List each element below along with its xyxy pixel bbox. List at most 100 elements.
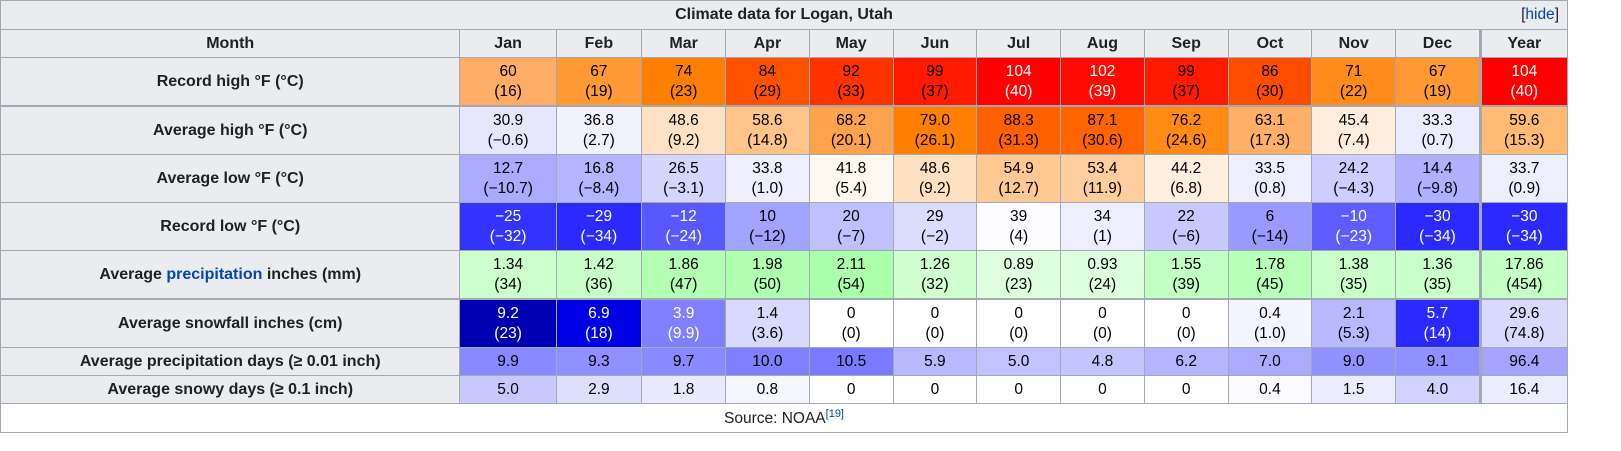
cell-value-metric: (17.3) bbox=[1249, 131, 1291, 149]
cell-value-metric: (9.2) bbox=[918, 179, 951, 197]
average-low-jan-cell: 12.7 (−10.7) bbox=[459, 154, 557, 203]
cell-value: 20 bbox=[842, 207, 860, 225]
record-high-mar-cell: 74 (23) bbox=[640, 57, 727, 107]
cell-value-metric: (30.6) bbox=[1082, 131, 1123, 149]
hide-toggle: [hide] bbox=[1521, 6, 1559, 23]
source-text: Source: NOAA bbox=[723, 410, 826, 428]
cell-value: 1.4 bbox=[756, 304, 779, 322]
average-high-feb-cell: 36.8 (2.7) bbox=[555, 105, 643, 155]
cell-value-metric: (30) bbox=[1256, 82, 1284, 100]
cell-value: 30.9 bbox=[493, 111, 524, 129]
month-column-header: Month bbox=[0, 29, 461, 58]
label-suffix: inches (mm) bbox=[262, 265, 362, 283]
month-header-jun: Jun bbox=[892, 29, 978, 58]
cell-value: −12 bbox=[670, 207, 697, 225]
cell-value-metric: (24) bbox=[1088, 275, 1117, 293]
cell-value: 86 bbox=[1261, 62, 1279, 80]
cell-value: 76.2 bbox=[1171, 111, 1202, 129]
average-precipitation-jul-cell: 0.89 (23) bbox=[976, 250, 1062, 300]
average-snowfall-year-cell: 29.6 (74.8) bbox=[1478, 298, 1569, 348]
cell-value-metric: (0.7) bbox=[1421, 131, 1454, 149]
cell-value-metric: (47) bbox=[669, 275, 698, 293]
cell-value: −30 bbox=[1424, 207, 1451, 225]
cell-value-metric: (−7) bbox=[837, 227, 866, 245]
average-high-mar-cell: 48.6 (9.2) bbox=[640, 105, 727, 155]
cell-value: −25 bbox=[494, 207, 522, 225]
record-low-oct-cell: 6 (−14) bbox=[1227, 202, 1313, 251]
average-snowy-days-oct-cell: 0.4 bbox=[1227, 375, 1313, 404]
average-snowy-days-mar-cell: 1.8 bbox=[640, 375, 727, 404]
cell-value-metric: (39) bbox=[1172, 275, 1200, 293]
cell-value-metric: (1.0) bbox=[751, 179, 784, 197]
cell-value: 1.34 bbox=[493, 255, 524, 273]
cell-value: 29 bbox=[926, 207, 944, 225]
average-high-jun-cell: 79.0 (26.1) bbox=[892, 105, 978, 155]
month-header-oct: Oct bbox=[1227, 29, 1313, 58]
record-high-apr-cell: 84 (29) bbox=[725, 57, 810, 107]
average-precipitation-days-nov-cell: 9.0 bbox=[1311, 347, 1397, 376]
average-low-sep-cell: 44.2 (6.8) bbox=[1143, 154, 1229, 203]
cell-value-metric: (22) bbox=[1339, 82, 1368, 100]
cell-value: 1.36 bbox=[1422, 255, 1453, 273]
average-high-may-cell: 68.2 (20.1) bbox=[808, 105, 894, 155]
average-snowfall-label: Average snowfall inches (cm) bbox=[0, 298, 461, 348]
cell-value-metric: (4) bbox=[1009, 227, 1029, 245]
cell-value: 17.86 bbox=[1504, 255, 1544, 273]
cell-value: 0 bbox=[1014, 304, 1023, 322]
average-precipitation-jan-cell: 1.34 (34) bbox=[459, 250, 557, 300]
cell-value: 33.7 bbox=[1509, 159, 1540, 177]
cell-value: 2.9 bbox=[588, 380, 610, 398]
average-precipitation-days-dec-cell: 9.1 bbox=[1395, 347, 1481, 376]
cell-value: 4.0 bbox=[1426, 380, 1449, 398]
cell-value: −10 bbox=[1340, 207, 1367, 225]
record-low-may-cell: 20 (−7) bbox=[808, 202, 894, 251]
record-low-feb-cell: −29 (−34) bbox=[555, 202, 643, 251]
average-high-row: Average high °F (°C) 30.9 (−0.6) 36.8 (2.7) 4… bbox=[0, 105, 1569, 155]
cell-value: 4.8 bbox=[1091, 352, 1114, 370]
cell-value-metric: (9.2) bbox=[667, 131, 700, 149]
climate-table-container: Climate data for Logan, Utah [hide] Mont… bbox=[0, 0, 1569, 433]
cell-value-metric: (5.4) bbox=[835, 179, 868, 197]
average-low-apr-cell: 33.8 (1.0) bbox=[725, 154, 810, 203]
cell-value: 0 bbox=[1098, 304, 1107, 322]
record-high-may-cell: 92 (33) bbox=[808, 57, 894, 107]
month-header-dec: Dec bbox=[1395, 29, 1481, 58]
average-snowy-days-year-cell: 16.4 bbox=[1478, 375, 1569, 404]
cell-value: 74 bbox=[675, 62, 693, 80]
header-row: Month Jan Feb Mar Apr May Jun Jul Aug Sep Oct Nov D… bbox=[0, 29, 1569, 58]
cell-value: 44.2 bbox=[1171, 159, 1202, 177]
record-high-year-cell: 104 (40) bbox=[1478, 57, 1569, 107]
cell-value: 10 bbox=[758, 207, 777, 225]
cell-value: 87.1 bbox=[1087, 111, 1118, 129]
cell-value-metric: (19) bbox=[1423, 82, 1452, 100]
average-snowy-days-jul-cell: 0 bbox=[976, 375, 1062, 404]
record-low-jan-cell: −25 (−32) bbox=[459, 202, 557, 251]
hide-link[interactable]: hide bbox=[1525, 6, 1555, 23]
cell-value: 6 bbox=[1265, 207, 1275, 225]
record-high-jul-cell: 104 (40) bbox=[976, 57, 1062, 107]
cell-value-metric: (16) bbox=[494, 82, 522, 100]
cell-value: 1.86 bbox=[668, 255, 699, 273]
cell-value: 33.3 bbox=[1422, 111, 1453, 129]
average-precipitation-aug-cell: 0.93 (24) bbox=[1060, 250, 1145, 300]
average-precipitation-row: Average precipitation inches (mm) 1.34 (34… bbox=[0, 250, 1569, 300]
cell-value: 104 bbox=[1511, 62, 1538, 80]
cell-value-metric: (−14) bbox=[1251, 227, 1289, 245]
cell-value: 5.0 bbox=[497, 380, 519, 398]
cell-value-metric: (3.6) bbox=[751, 324, 784, 342]
average-low-may-cell: 41.8 (5.4) bbox=[808, 154, 894, 203]
cell-value: 14.4 bbox=[1422, 159, 1453, 177]
source-reference-link[interactable]: [19] bbox=[825, 407, 844, 420]
cell-value-metric: (36) bbox=[585, 275, 613, 293]
cell-value: 9.9 bbox=[497, 352, 519, 370]
cell-value: 59.6 bbox=[1509, 111, 1540, 129]
average-snowy-days-jun-cell: 0 bbox=[892, 375, 978, 404]
cell-value: 0 bbox=[1181, 304, 1191, 322]
average-precipitation-jun-cell: 1.26 (32) bbox=[892, 250, 978, 300]
cell-value: 16.8 bbox=[583, 159, 614, 177]
cell-value-metric: (24.6) bbox=[1165, 131, 1207, 149]
cell-value: 0 bbox=[1181, 380, 1191, 398]
precipitation-link[interactable]: precipitation bbox=[166, 265, 263, 283]
cell-value-metric: (26.1) bbox=[914, 131, 956, 149]
average-precipitation-days-jun-cell: 5.9 bbox=[892, 347, 978, 376]
